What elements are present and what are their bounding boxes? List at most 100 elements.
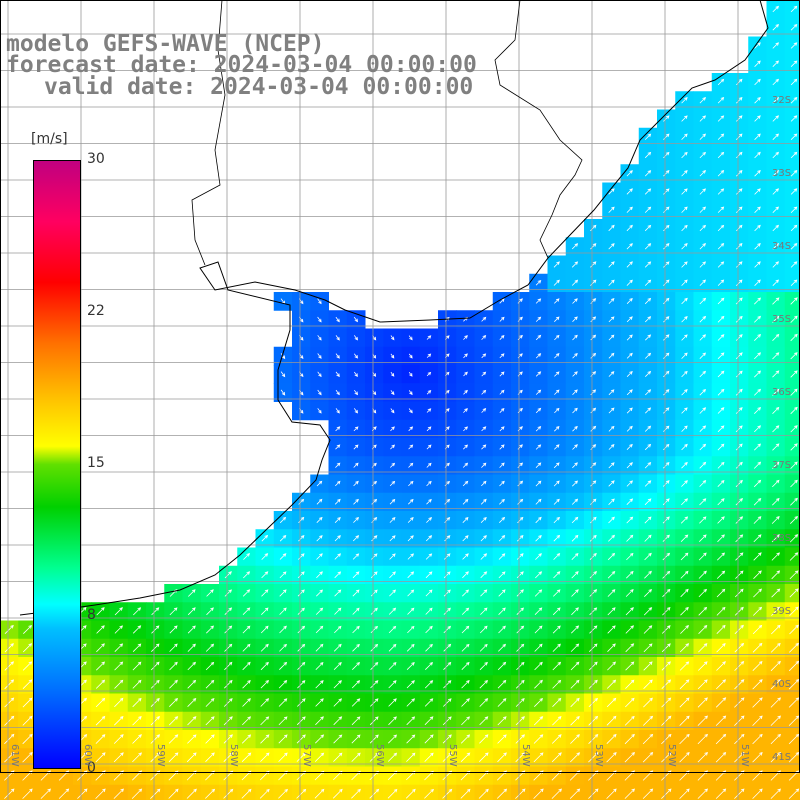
wind-arrow	[790, 243, 798, 250]
wind-arrow	[460, 752, 471, 762]
wind-arrow	[716, 661, 726, 671]
wind-arrow	[352, 571, 360, 579]
wind-arrow	[150, 661, 160, 671]
wind-arrow	[280, 371, 286, 378]
wind-arrow	[499, 408, 505, 413]
wind-arrow	[370, 698, 379, 707]
wind-arrow	[150, 679, 160, 689]
lon-label: 51W	[739, 744, 750, 767]
wind-arrow	[261, 589, 269, 597]
wind-arrow	[644, 589, 652, 597]
wind-arrow	[4, 788, 15, 799]
wind-arrow	[442, 734, 452, 744]
wind-arrow	[771, 624, 781, 635]
wind-arrow	[534, 698, 543, 707]
wind-arrow	[754, 115, 761, 122]
wind-arrow	[681, 279, 688, 286]
wind-arrow	[644, 480, 652, 487]
wind-arrow	[608, 443, 615, 450]
wind-arrow	[315, 716, 324, 726]
wind-arrow	[734, 697, 745, 708]
wind-arrow	[772, 115, 779, 122]
wind-arrow	[644, 261, 652, 268]
wind-arrow	[499, 389, 505, 395]
wind-arrow	[552, 679, 562, 689]
wind-arrow	[388, 698, 397, 707]
wind-arrow	[572, 480, 578, 487]
wind-arrow	[735, 461, 743, 469]
wind-arrow	[535, 334, 542, 341]
wind-arrow	[770, 752, 781, 763]
wind-arrow	[406, 716, 416, 726]
wind-arrow	[753, 516, 762, 524]
wind-arrow	[370, 643, 379, 652]
wind-cell	[91, 784, 110, 800]
wind-arrow	[552, 697, 562, 707]
wind-arrow	[463, 408, 468, 413]
wind-arrow	[333, 752, 343, 762]
wind-arrow	[752, 679, 763, 690]
wind-arrow	[315, 607, 324, 615]
wind-arrow	[790, 461, 798, 469]
wind-arrow	[333, 698, 342, 707]
wind-arrow	[753, 606, 763, 616]
wind-arrow	[571, 261, 579, 268]
wind-arrow	[681, 425, 688, 432]
wind-arrow	[644, 224, 652, 232]
wind-arrow	[481, 335, 487, 340]
wind-arrow	[95, 788, 106, 799]
wind-arrow	[754, 443, 761, 451]
wind-arrow	[735, 315, 743, 323]
wind-arrow	[369, 716, 379, 726]
wind-cell	[365, 784, 384, 800]
wind-arrow	[297, 661, 306, 670]
wind-arrow	[478, 788, 489, 799]
wind-arrow	[317, 371, 322, 378]
wind-cell	[784, 200, 800, 220]
lon-label: 52W	[666, 744, 677, 767]
wind-arrow	[535, 353, 542, 359]
wind-cell	[620, 784, 640, 800]
wind-arrow	[790, 406, 798, 415]
wind-arrow	[260, 716, 270, 726]
wind-arrow	[571, 625, 580, 634]
wind-arrow	[680, 552, 689, 561]
wind-arrow	[187, 734, 197, 744]
wind-arrow	[371, 553, 378, 560]
wind-arrow	[481, 462, 487, 468]
wind-arrow	[590, 298, 597, 304]
wind-arrow	[298, 516, 305, 523]
wind-arrow	[572, 425, 578, 432]
wind-arrow	[736, 188, 743, 195]
wind-arrow	[389, 571, 396, 579]
wind-arrow	[4, 624, 14, 634]
wind-arrow	[570, 752, 581, 763]
wind-arrow	[224, 679, 233, 689]
lon-label: 56W	[374, 744, 385, 767]
wind-arrow	[625, 679, 635, 689]
wind-arrow	[535, 462, 542, 468]
wind-arrow	[772, 261, 779, 268]
wind-arrow	[717, 334, 725, 341]
wind-arrow	[462, 571, 469, 579]
wind-arrow	[681, 170, 688, 177]
wind-arrow	[114, 625, 124, 634]
wind-cell	[657, 784, 676, 800]
wind-arrow	[754, 60, 761, 67]
wind-arrow	[717, 443, 725, 451]
wind-arrow	[443, 643, 452, 652]
wind-arrow	[679, 661, 690, 671]
wind-cell	[675, 784, 694, 800]
wind-arrow	[551, 734, 562, 744]
wind-arrow	[625, 625, 634, 634]
wind-arrow	[570, 734, 580, 744]
wind-arrow	[242, 607, 251, 615]
wind-arrow	[699, 407, 707, 414]
wind-arrow	[353, 371, 358, 377]
wind-arrow	[626, 552, 634, 561]
wind-arrow	[772, 97, 779, 104]
wind-arrow	[626, 170, 633, 177]
wind-arrow	[206, 607, 214, 616]
wind-arrow	[736, 78, 743, 86]
